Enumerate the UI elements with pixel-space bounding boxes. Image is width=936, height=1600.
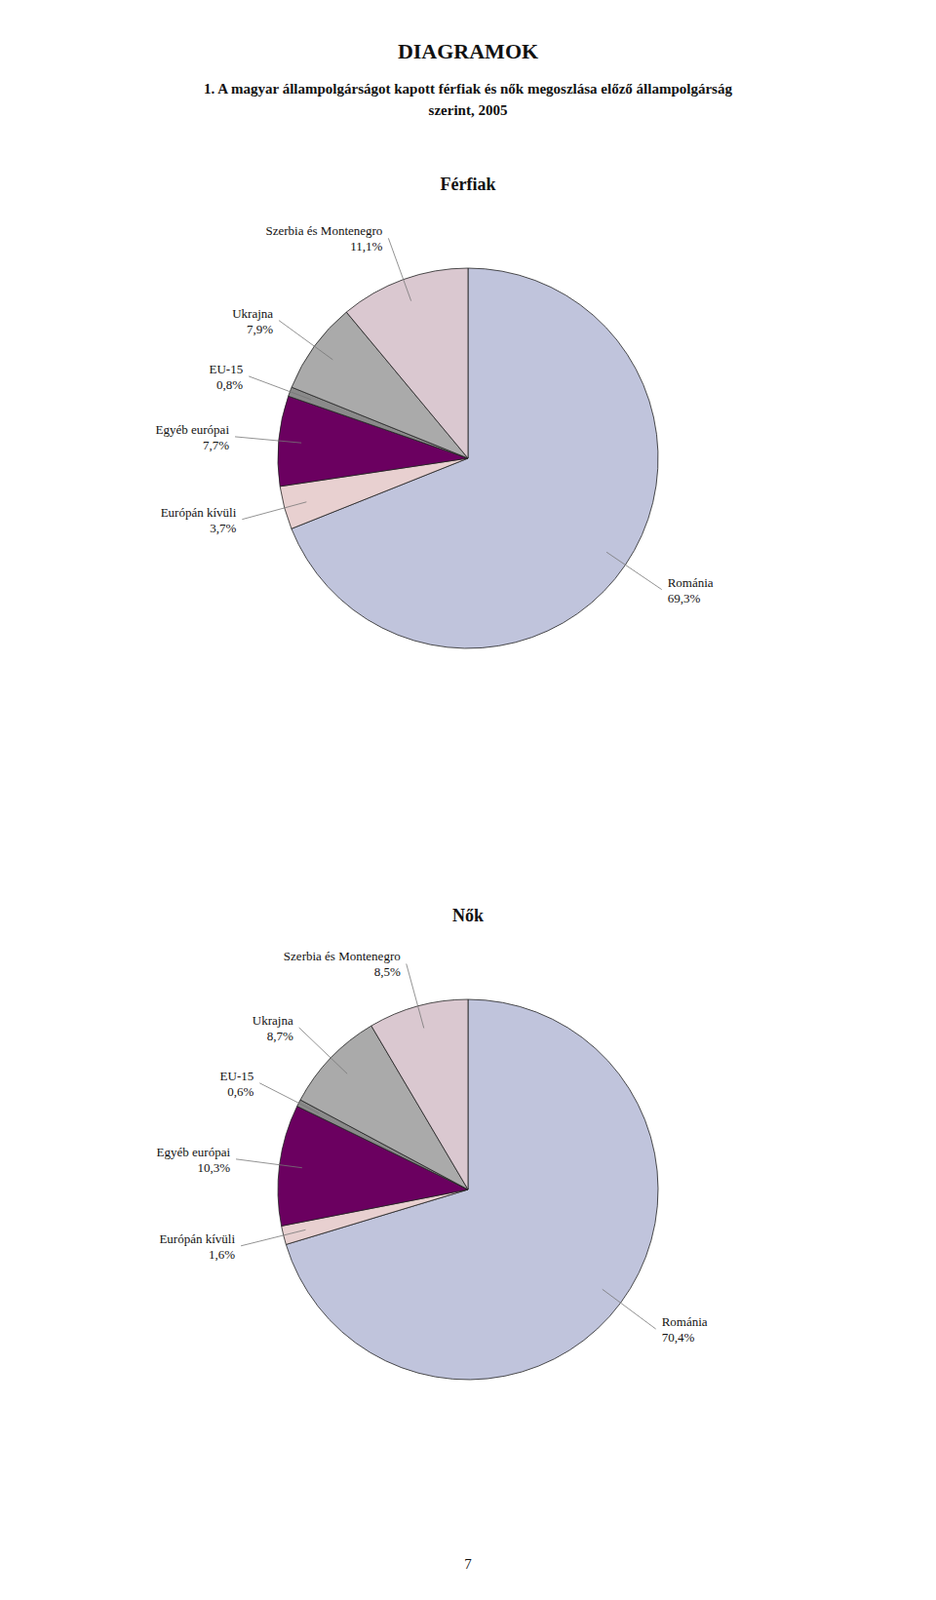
background — [0, 0, 936, 1600]
pie-slice — [346, 268, 468, 459]
pie-chart: Férfiak Románia69,3% Európán kívüli3,7% Egy… — [156, 174, 714, 649]
leader-line — [388, 237, 411, 301]
leader-line — [248, 376, 312, 400]
page-subtitle: 1. A magyar állampolgárságot kapott férf… — [203, 80, 733, 97]
slice-category: Szerbia és Montenegro — [266, 223, 384, 238]
slice-label: Szerbia és Montenegro11,1% — [266, 223, 384, 254]
slice-label: Európán kívüli3,7% — [160, 505, 237, 536]
slice-label: Románia69,3% — [667, 575, 714, 606]
slice-value: 0,8% — [216, 377, 243, 392]
slice-category: Románia — [662, 1314, 708, 1329]
chart-title: Férfiak — [440, 174, 497, 195]
page-title: DIAGRAMOK — [397, 39, 539, 64]
leader-line — [602, 1288, 657, 1329]
page-number: 7 — [464, 1556, 472, 1572]
pie-chart: Nők Románia70,4% Európán kívüli1,6% Egyéb e… — [156, 905, 708, 1380]
slice-category: Románia — [667, 575, 714, 590]
slice-label: Európán kívüli1,6% — [158, 1231, 235, 1262]
slices — [277, 999, 659, 1380]
slice-value: 3,7% — [209, 520, 236, 536]
slice-value: 10,3% — [196, 1160, 231, 1175]
slice-value: 8,7% — [267, 1028, 294, 1044]
slice-category: Európán kívüli — [158, 1231, 235, 1247]
slices — [277, 268, 659, 649]
leader-line — [278, 320, 333, 360]
slice-category: Egyéb európai — [156, 422, 231, 437]
data-labels: Románia70,4% Európán kívüli1,6% Egyéb euró… — [156, 948, 708, 1345]
slice-label: Ukrajna8,7% — [252, 1013, 294, 1044]
slice-category: Szerbia és Montenegro — [283, 948, 401, 964]
slice-value: 69,3% — [667, 590, 702, 606]
leader-line — [259, 1083, 319, 1114]
leader-line — [241, 502, 307, 520]
pie-slice — [371, 999, 468, 1190]
data-labels: Románia69,3% Európán kívüli3,7% Egyéb euró… — [156, 223, 714, 605]
leader-line — [299, 1027, 348, 1074]
slice-category: EU-15 — [220, 1068, 255, 1084]
slice-value: 70,4% — [662, 1329, 696, 1345]
page-subtitle: szerint, 2005 — [429, 102, 508, 118]
slice-category: Ukrajna — [252, 1013, 294, 1028]
chart-title: Nők — [452, 905, 484, 926]
leader-line — [234, 436, 302, 443]
leader-line — [240, 1229, 306, 1246]
slice-label: Egyéb európai10,3% — [156, 1144, 232, 1175]
slice-value: 0,6% — [227, 1084, 254, 1099]
slice-value: 7,7% — [202, 437, 230, 453]
slice-label: Egyéb európai7,7% — [156, 422, 231, 453]
slice-label: EU-150,6% — [220, 1068, 255, 1099]
slice-value: 7,9% — [246, 321, 273, 337]
slice-label: EU-150,8% — [209, 361, 244, 392]
slice-label: Ukrajna7,9% — [232, 306, 273, 337]
slice-category: Egyéb európai — [156, 1144, 232, 1160]
slice-category: EU-15 — [209, 361, 244, 377]
slice-value: 11,1% — [350, 238, 383, 254]
slice-category: Európán kívüli — [160, 505, 237, 520]
leader-line — [406, 963, 425, 1028]
leader-line — [235, 1159, 303, 1169]
leader-line — [606, 551, 663, 589]
slice-label: Románia70,4% — [662, 1314, 708, 1345]
slice-category: Ukrajna — [232, 306, 273, 321]
slice-label: Szerbia és Montenegro8,5% — [283, 948, 401, 979]
page: DIAGRAMOK 1. A magyar állampolgárságot ka… — [0, 0, 936, 1600]
slice-value: 8,5% — [374, 964, 401, 979]
slice-value: 1,6% — [208, 1247, 235, 1262]
